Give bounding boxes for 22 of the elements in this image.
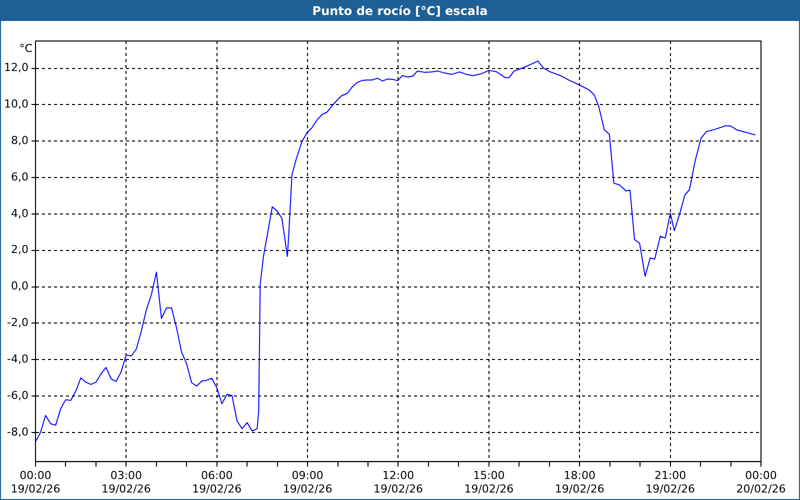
y-tick-label: 10,0 <box>4 98 28 111</box>
y-tick-label: 8,0 <box>10 134 28 147</box>
y-tick-label: -4,0 <box>7 352 28 366</box>
y-tick-label: 6,0 <box>10 170 28 184</box>
x-tick-label: 09:00 19/02/26 <box>282 469 332 496</box>
x-tick-label: 15:00 19/02/26 <box>464 469 514 496</box>
x-tick-label: 21:00 19/02/26 <box>646 469 696 496</box>
x-tick-label: 03:00 19/02/26 <box>101 469 151 496</box>
y-tick-label: 12,0 <box>4 61 28 74</box>
y-axis-title: °C <box>19 42 33 55</box>
x-tick-label: 00:00 19/02/26 <box>10 469 60 496</box>
y-tick-label: 4,0 <box>10 206 28 220</box>
y-tick-label: 2,0 <box>10 243 28 256</box>
x-tick-label: 06:00 19/02/26 <box>192 469 242 496</box>
x-tick-label: 12:00 19/02/26 <box>374 469 423 496</box>
y-tick-label: 0,0 <box>10 280 28 293</box>
chart-title: Punto de rocío [°C] escala <box>1 1 799 21</box>
y-tick-label: -8,0 <box>7 425 28 438</box>
y-tick-label: -6,0 <box>7 388 28 402</box>
y-tick-label: -2,0 <box>7 316 28 330</box>
x-tick-label: 00:00 20/02/26 <box>736 469 786 496</box>
x-tick-label: 18:00 19/02/26 <box>554 469 604 496</box>
